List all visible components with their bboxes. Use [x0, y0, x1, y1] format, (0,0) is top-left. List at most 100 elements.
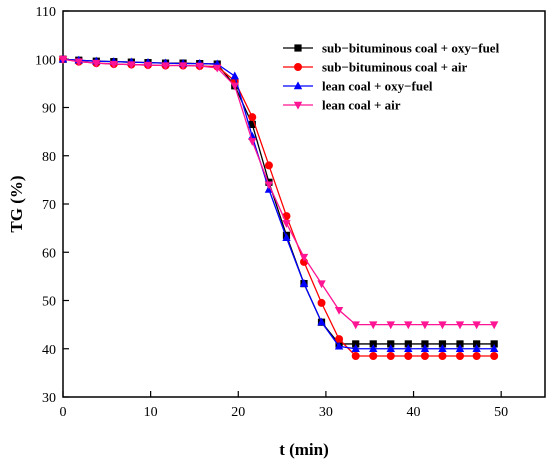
y-tick-label: 40	[42, 343, 56, 358]
y-tick-label: 60	[42, 246, 56, 261]
data-point	[58, 56, 68, 64]
y-tick-label: 100	[35, 53, 56, 68]
legend-marker	[293, 101, 303, 110]
data-point	[404, 340, 412, 348]
data-point	[421, 340, 429, 348]
data-point	[248, 120, 256, 128]
series-2	[58, 54, 499, 352]
y-tick-label: 30	[42, 391, 56, 406]
x-tick-label: 30	[319, 405, 333, 420]
data-point	[472, 321, 481, 330]
data-point	[161, 62, 170, 71]
legend-marker	[294, 63, 302, 71]
data-point	[472, 351, 481, 360]
data-point	[248, 113, 257, 122]
data-point	[404, 321, 413, 330]
x-tick-label: 40	[407, 405, 421, 420]
data-series	[58, 54, 499, 360]
data-point	[317, 280, 326, 289]
data-point	[178, 62, 188, 71]
data-point	[248, 138, 257, 146]
legend-label: sub−bituminous coal + air	[322, 60, 467, 75]
data-point	[264, 161, 273, 170]
legend-item: sub−bituminous coal + air	[283, 60, 467, 75]
data-point	[109, 60, 119, 69]
x-axis-title: t (min)	[279, 440, 329, 459]
data-point	[455, 351, 464, 360]
data-point	[92, 59, 101, 68]
legend-marker	[294, 44, 302, 52]
data-point	[74, 58, 83, 67]
data-point	[334, 341, 344, 350]
data-point	[369, 344, 378, 352]
data-point	[489, 344, 499, 352]
data-point	[369, 351, 378, 360]
data-point	[404, 344, 413, 352]
data-point	[386, 321, 395, 330]
legend: sub−bituminous coal + oxy−fuel sub−bitumi…	[283, 41, 500, 113]
data-point	[490, 340, 498, 348]
data-point	[127, 61, 136, 70]
data-point	[282, 233, 291, 241]
data-point	[473, 340, 481, 348]
data-point	[352, 340, 360, 348]
data-point	[369, 321, 378, 330]
legend-label: lean coal + oxy−fuel	[322, 79, 433, 94]
data-point	[455, 321, 465, 330]
data-point	[420, 344, 430, 352]
data-point	[230, 82, 239, 91]
x-tick-label: 20	[231, 405, 245, 420]
data-point	[317, 317, 326, 326]
plot-frame	[62, 10, 546, 398]
data-point	[282, 220, 291, 228]
data-point	[456, 340, 464, 348]
data-point	[299, 279, 309, 287]
data-point	[351, 351, 360, 360]
data-point	[264, 181, 274, 190]
y-tick-label: 80	[42, 150, 56, 165]
data-point	[404, 351, 413, 360]
series-line	[62, 58, 495, 326]
x-tick-label: 0	[60, 405, 67, 420]
y-tick-label: 70	[42, 198, 56, 213]
y-tick-label: 110	[36, 5, 56, 20]
data-point	[213, 64, 222, 73]
data-point	[335, 335, 344, 344]
data-point	[438, 351, 447, 360]
data-point	[420, 351, 429, 360]
series-line	[62, 58, 495, 350]
data-point	[386, 344, 395, 352]
series-line	[62, 58, 495, 345]
data-point	[490, 351, 499, 360]
data-point	[351, 344, 360, 352]
x-tick-label: 10	[144, 405, 158, 420]
data-point	[230, 71, 239, 80]
data-point	[299, 253, 309, 262]
data-point	[455, 344, 465, 352]
data-point	[351, 321, 360, 330]
legend-item: sub−bituminous coal + oxy−fuel	[283, 41, 500, 56]
series-0	[59, 55, 498, 348]
data-point	[438, 321, 447, 330]
data-point	[369, 340, 377, 348]
legend-label: sub−bituminous coal + oxy−fuel	[322, 41, 500, 56]
data-point	[387, 340, 395, 348]
data-point	[386, 351, 395, 360]
series-3	[58, 56, 499, 330]
x-tick-label: 50	[494, 405, 508, 420]
data-point	[195, 62, 204, 71]
legend-item: lean coal + oxy−fuel	[283, 79, 433, 94]
y-axis-title: TG (%)	[7, 175, 26, 232]
legend-marker	[293, 81, 303, 90]
data-point	[334, 306, 344, 315]
y-tick-label: 50	[42, 295, 56, 310]
data-point	[317, 298, 326, 307]
legend-label: lean coal + air	[322, 98, 401, 113]
axis-ticks: 0 10 20 30 40 50 30 40 50 60 70 80 90 100 110	[35, 5, 508, 420]
legend-item: lean coal + air	[283, 98, 401, 113]
series-1	[59, 55, 499, 360]
data-point	[472, 344, 481, 352]
data-point	[438, 340, 447, 348]
data-point	[143, 61, 153, 70]
